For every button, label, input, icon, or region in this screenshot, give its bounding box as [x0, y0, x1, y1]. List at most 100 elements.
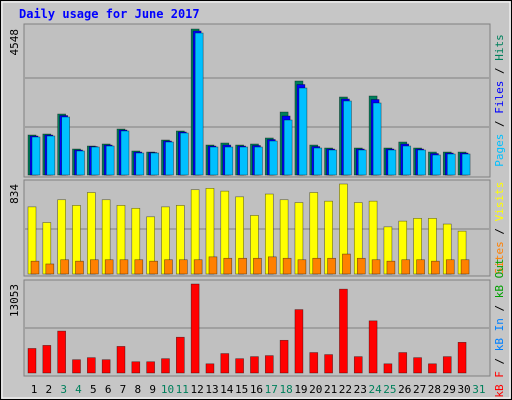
bar [45, 263, 55, 275]
bar [428, 363, 437, 374]
bar [149, 260, 158, 275]
x-tick-label: 25 [383, 383, 396, 396]
bar [104, 259, 114, 275]
bar [135, 152, 145, 176]
x-tick-label: 17 [265, 383, 278, 396]
x-tick-label: 2 [46, 383, 53, 396]
bar [208, 256, 218, 275]
bar [294, 309, 304, 374]
x-tick-label: 24 [368, 383, 382, 396]
bar [372, 102, 382, 176]
x-tick-label: 22 [339, 383, 352, 396]
bar [194, 32, 204, 176]
bar [327, 257, 336, 275]
x-tick-label: 15 [235, 383, 248, 396]
bar [339, 288, 348, 374]
legend-entry: Sites [493, 241, 506, 274]
legend-entry: Pages [493, 134, 506, 167]
x-tick-label: 21 [324, 383, 337, 396]
bar [324, 354, 333, 374]
bar [279, 339, 289, 374]
bar [253, 257, 262, 275]
legend-entry: kB Out [493, 258, 506, 298]
bar [417, 149, 426, 176]
legend-entry: kB In [493, 318, 506, 351]
bar [46, 135, 56, 176]
bar [131, 361, 141, 374]
bar [30, 260, 40, 275]
bar [205, 363, 215, 374]
bar [312, 257, 322, 275]
bar [297, 259, 307, 275]
legend-entry: Visits [493, 182, 506, 222]
bar [61, 116, 70, 176]
y-tick-label: 13053 [8, 284, 21, 317]
chart-title: Daily usage for June 2017 [19, 7, 200, 21]
bar [368, 320, 378, 374]
bar [328, 149, 337, 176]
legend: Sites / Visits [493, 182, 506, 275]
y-tick-label: 834 [8, 184, 21, 204]
bar [402, 145, 412, 176]
bar [267, 256, 277, 275]
bar [356, 257, 366, 275]
bar [282, 257, 292, 275]
bar [146, 361, 155, 374]
legend: Pages / Files / Hits [493, 34, 506, 167]
x-tick-label: 1 [31, 383, 38, 396]
bar [27, 348, 37, 374]
bar [42, 345, 52, 374]
bar [75, 260, 84, 275]
x-tick-label: 20 [309, 383, 322, 396]
x-tick-label: 11 [176, 383, 189, 396]
bar [150, 152, 159, 176]
bar [309, 352, 319, 374]
x-tick-label: 13 [205, 383, 218, 396]
bar [432, 154, 441, 176]
bar [313, 147, 323, 176]
bar [116, 346, 126, 374]
bar [101, 359, 111, 374]
bar [31, 136, 41, 176]
bar [161, 358, 170, 374]
x-tick-label: 18 [279, 383, 292, 396]
bar [209, 146, 219, 176]
bar [446, 153, 456, 176]
x-tick-label: 29 [443, 383, 456, 396]
x-tick-label: 4 [75, 383, 82, 396]
bar [357, 149, 367, 176]
x-tick-label: 10 [161, 383, 174, 396]
y-tick-label: 4548 [8, 29, 21, 56]
bar [371, 259, 381, 275]
bar [353, 356, 363, 374]
bar [238, 257, 247, 275]
bar [90, 259, 99, 275]
bar [120, 130, 130, 176]
x-tick-label: 23 [354, 383, 367, 396]
bar [91, 146, 100, 176]
x-tick-label: 14 [220, 383, 234, 396]
bar [180, 132, 189, 176]
bar [283, 119, 293, 176]
x-tick-label: 31 [472, 383, 485, 396]
bar [193, 259, 203, 275]
x-tick-label: 6 [105, 383, 112, 396]
bar [76, 150, 85, 176]
x-tick-label: 5 [90, 383, 97, 396]
bar [72, 359, 81, 374]
legend-entry: Files [493, 81, 506, 114]
bar [165, 141, 174, 176]
bar [457, 342, 467, 374]
bar [442, 356, 452, 374]
x-tick-label: 27 [413, 383, 426, 396]
bar [461, 153, 471, 176]
bar [134, 259, 144, 275]
bar [401, 259, 411, 275]
bar [264, 355, 274, 374]
x-tick-label: 26 [398, 383, 411, 396]
legend-entry: Hits [493, 34, 506, 61]
bar [268, 140, 278, 176]
legend-entry: kB F [493, 371, 506, 398]
x-tick-label: 7 [120, 383, 127, 396]
